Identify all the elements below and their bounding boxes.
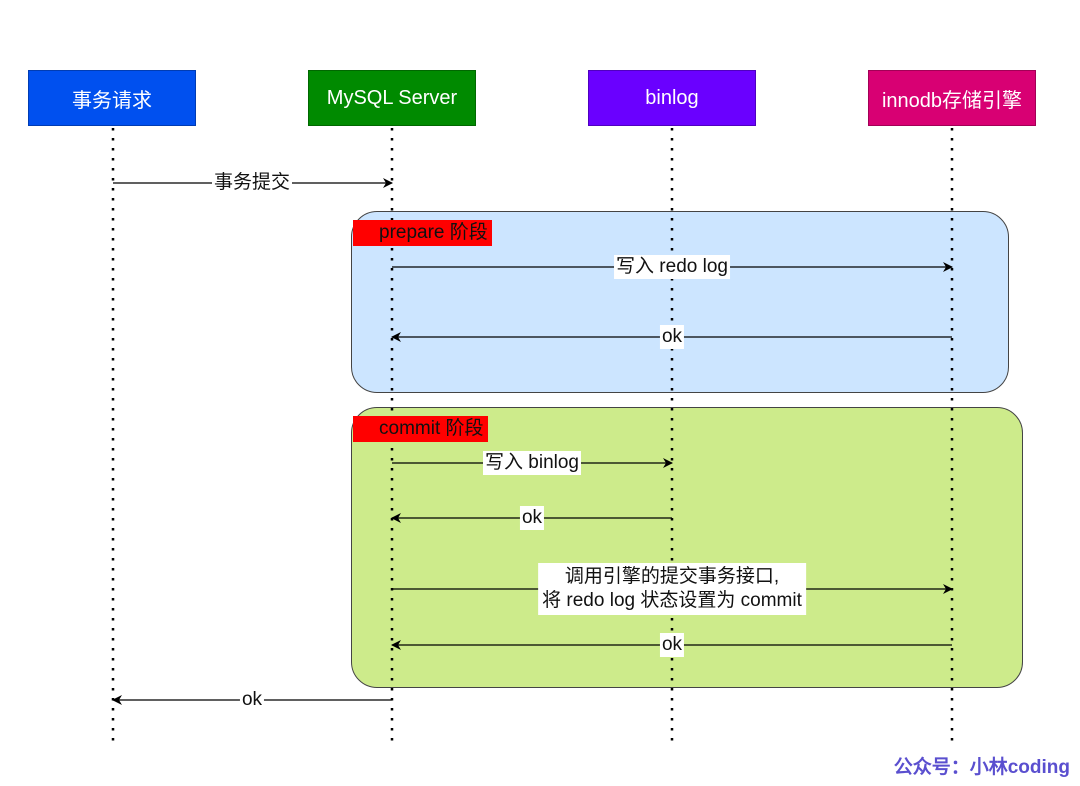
actor-transaction-request: 事务请求 [28, 70, 196, 126]
message-label: ok [519, 506, 545, 530]
message-label: 写入 binlog [483, 451, 581, 475]
message-label: 写入 redo log [614, 255, 730, 279]
prepare-phase-label: prepare 阶段 [353, 220, 492, 246]
watermark: 公众号：小林coding [893, 757, 1070, 778]
message-label: ok [239, 688, 265, 712]
message-label: 事务提交 [211, 171, 293, 195]
message-label: ok [659, 325, 685, 349]
commit-phase-label: commit 阶段 [353, 416, 488, 442]
message-label: ok [659, 633, 685, 657]
message-label-line2: 将 redo log 状态设置为 commit [542, 590, 802, 611]
actor-innodb: innodb存储引擎 [868, 70, 1036, 126]
message-label-multiline: 调用引擎的提交事务接口, 将 redo log 状态设置为 commit [538, 563, 806, 615]
actor-mysql-server: MySQL Server [308, 70, 476, 126]
actor-binlog: binlog [588, 70, 756, 126]
commit-phase-box [351, 407, 1023, 688]
message-label-line1: 调用引擎的提交事务接口, [564, 566, 780, 587]
